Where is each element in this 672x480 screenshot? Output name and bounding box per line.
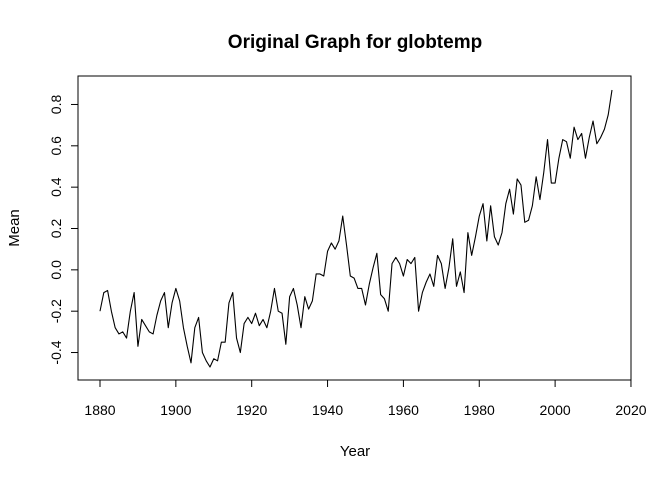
x-axis-title: Year <box>340 443 370 460</box>
y-tick-label: -0.2 <box>48 299 64 323</box>
y-axis-title: Mean <box>6 209 23 247</box>
x-axis: 1880 1900 1920 1940 1960 1980 2000 2020 <box>84 379 647 418</box>
x-tick-label: 2020 <box>615 402 646 418</box>
plot-frame <box>77 75 632 381</box>
x-tick-label: 1900 <box>160 402 191 418</box>
y-tick-label: 0.0 <box>48 260 64 280</box>
y-tick-label: 0.2 <box>48 219 64 239</box>
series-line <box>99 89 613 368</box>
x-tick-label: 1880 <box>84 402 115 418</box>
y-axis: -0.4 -0.2 0.0 0.2 0.4 0.6 0.8 <box>48 95 79 365</box>
y-tick-label: -0.4 <box>48 340 64 364</box>
y-tick-label: 0.4 <box>48 177 64 197</box>
x-tick-label: 2000 <box>540 402 571 418</box>
y-tick-label: 0.6 <box>48 136 64 156</box>
chart-title: Original Graph for globtemp <box>228 32 482 53</box>
x-tick-label: 1980 <box>464 402 495 418</box>
x-tick-label: 1920 <box>236 402 267 418</box>
x-tick-label: 1940 <box>312 402 343 418</box>
y-tick-label: 0.8 <box>48 95 64 115</box>
x-tick-label: 1960 <box>388 402 419 418</box>
